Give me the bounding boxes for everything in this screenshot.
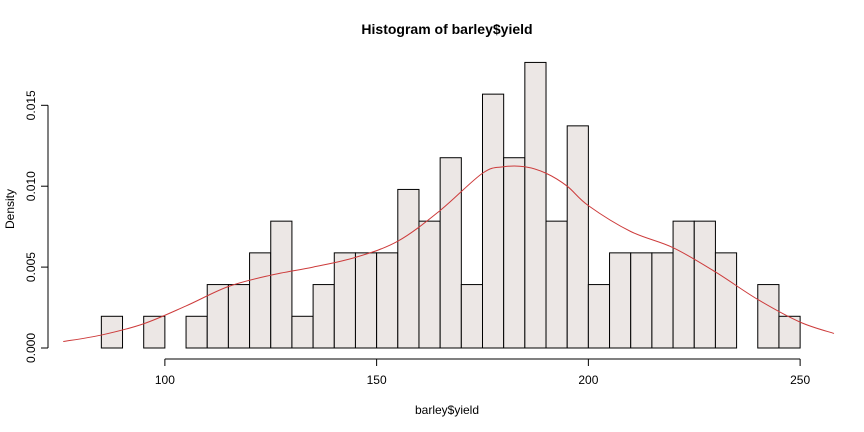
histogram-bar-200 — [587, 284, 611, 349]
histogram-bar-140 — [333, 252, 356, 349]
histogram-bar-160 — [418, 220, 441, 349]
histogram-bar-105 — [185, 315, 208, 349]
y-tick-label-1: 0.005 — [24, 252, 38, 282]
histogram-bar-210 — [630, 252, 653, 349]
histogram-bar-230 — [714, 252, 738, 349]
histogram-bar-150 — [376, 252, 399, 349]
histogram-bar-185 — [524, 61, 547, 349]
histogram-bar-175 — [481, 93, 505, 349]
y-tick-label-3: 0.015 — [24, 90, 38, 120]
histogram-bar-170 — [460, 284, 483, 349]
histogram-bar-180 — [503, 157, 526, 349]
histogram-bars — [100, 61, 801, 349]
x-axis: 100 150 200 250 — [155, 358, 810, 387]
histogram-bar-130 — [291, 315, 314, 349]
histogram-bar-155 — [397, 188, 420, 349]
histogram-bar-205 — [609, 252, 632, 349]
chart-title: Histogram of barley$yield — [361, 21, 532, 37]
x-tick-label-100: 100 — [155, 373, 175, 387]
histogram-bar-145 — [354, 252, 378, 349]
x-tick-label-200: 200 — [578, 373, 598, 387]
histogram-bar-120 — [249, 252, 272, 349]
histogram-bar-220 — [672, 220, 695, 349]
histogram-bar-135 — [312, 284, 335, 349]
histogram-bar-125 — [270, 220, 293, 349]
x-tick-label-150: 150 — [367, 373, 387, 387]
histogram-bar-240 — [757, 284, 780, 349]
y-tick-label-0: 0.000 — [24, 333, 38, 363]
histogram-bar-195 — [566, 125, 589, 349]
histogram-bar-225 — [693, 220, 716, 349]
x-axis-label: barley$yield — [415, 403, 479, 417]
histogram-bar-215 — [651, 252, 674, 349]
histogram-bar-165 — [439, 157, 462, 349]
y-axis-label: Density — [3, 189, 17, 229]
y-tick-label-2: 0.010 — [24, 171, 38, 201]
histogram-bar-95 — [143, 315, 166, 349]
histogram-bar-190 — [545, 220, 568, 349]
y-axis: 0.000 0.005 0.010 0.015 — [24, 90, 49, 363]
x-tick-label-250: 250 — [790, 373, 810, 387]
density-curve — [63, 165, 835, 343]
histogram-bar-115 — [227, 284, 251, 349]
histogram-bar-245 — [778, 315, 801, 349]
